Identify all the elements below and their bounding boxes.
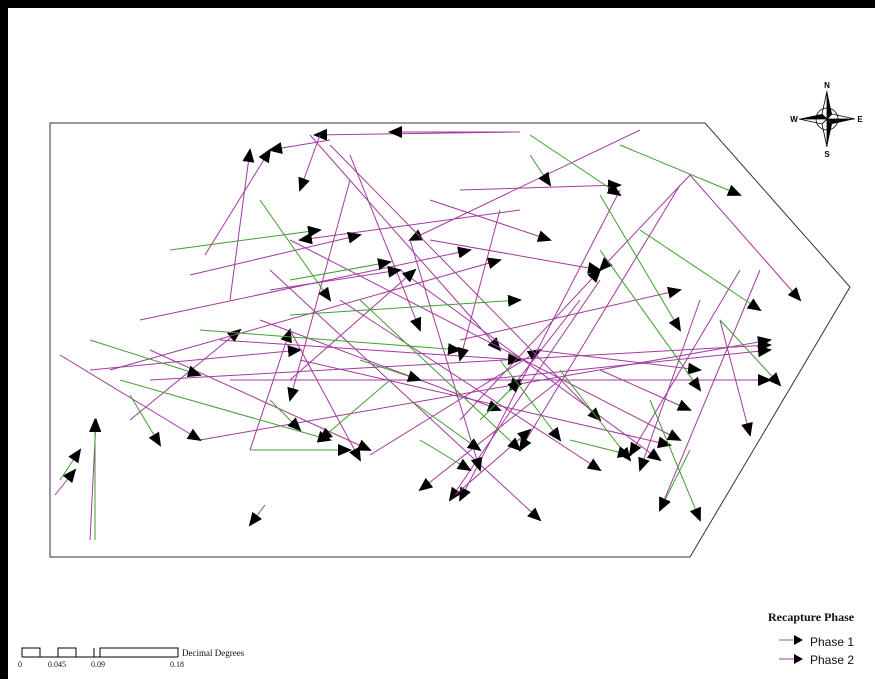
phase2-movement-arrow <box>518 184 681 452</box>
phase2-movement-arrow <box>199 336 772 441</box>
scale-unit-label: Decimal Degrees <box>182 648 245 658</box>
phase1-movement-arrow <box>359 299 522 452</box>
phase2-movement-arrow <box>309 134 502 352</box>
phase2-movement-arrow <box>349 154 422 332</box>
phase2-movement-arrow <box>459 189 621 502</box>
phase2-movement-arrow <box>659 269 761 512</box>
south-label: S <box>824 150 830 159</box>
phase1-movement-arrow <box>719 319 782 387</box>
phase2-movement-arrow <box>598 174 691 272</box>
legend-phase2-arrowhead <box>794 654 803 664</box>
east-label: E <box>857 115 863 124</box>
phase1-movement-arrow <box>289 294 522 316</box>
scale-bar <box>21 647 179 658</box>
phase2-movement-arrow <box>329 144 602 422</box>
phase2-movement-arrow <box>289 329 361 462</box>
phase1-movement-lines <box>59 134 782 540</box>
phase1-movement-arrow <box>659 449 691 512</box>
phase2-movement-arrow <box>269 269 542 522</box>
phase2-movement-arrow <box>204 148 272 256</box>
legend-label: Phase 2 <box>810 653 855 667</box>
phase2-movement-arrow <box>459 179 622 192</box>
phase2-movement-lines <box>54 126 802 541</box>
phase1-movement-arrow <box>318 379 391 442</box>
phase2-movement-arrow <box>409 239 483 472</box>
phase2-movement-arrow <box>109 257 502 371</box>
phase2-movement-arrow <box>429 239 602 274</box>
phase2-movement-arrow <box>408 129 641 241</box>
phase1-movement-arrow <box>129 394 162 447</box>
phase2-movement-arrow <box>369 348 542 456</box>
phase2-movement-arrow <box>457 209 501 362</box>
phase2-movement-arrow <box>339 299 602 472</box>
north-label: N <box>824 81 830 90</box>
phase1-movement-arrow <box>419 439 472 472</box>
phase1-movement-arrow <box>59 448 82 481</box>
phase1-movement-arrow <box>289 258 392 281</box>
phase2-movement-arrow <box>59 354 202 442</box>
legend: Recapture Phase Phase 1 Phase 2 <box>768 610 873 672</box>
compass-rose-icon: N S E W <box>790 81 863 159</box>
phase2-movement-arrow <box>149 339 772 381</box>
phase2-movement-arrow <box>459 286 682 341</box>
legend-swatches <box>779 635 803 664</box>
phase1-movement-arrow <box>529 154 552 187</box>
phase1-movement-arrow <box>599 194 682 332</box>
phase2-movement-arrow <box>219 339 522 366</box>
phase1-movement-arrow <box>259 199 332 302</box>
phase2-movement-arrow <box>418 379 561 492</box>
phase2-movement-arrow <box>54 468 77 496</box>
phase1-movement-arrow <box>599 249 702 392</box>
legend-phase1-arrowhead <box>794 635 803 645</box>
study-area-boundary <box>49 122 851 558</box>
scale-tick-label: 0 <box>18 660 22 669</box>
phase1-movement-arrow <box>499 359 562 442</box>
phase1-movement-arrow <box>89 339 202 378</box>
phase2-movement-arrow <box>287 179 351 402</box>
phase2-movement-arrow <box>229 148 255 301</box>
scale-tick-label: 0.09 <box>91 660 105 669</box>
west-label: W <box>790 115 798 124</box>
phase1-movement-arrow <box>479 378 522 421</box>
phase1-movement-arrow <box>269 399 302 432</box>
phase2-movement-arrow <box>289 268 417 381</box>
phase2-movement-arrow <box>259 319 502 412</box>
phase2-movement-arrow <box>638 299 701 472</box>
phase2-movement-arrow <box>289 239 682 441</box>
phase2-movement-arrow <box>299 359 672 449</box>
legend-title: Recapture Phase <box>768 610 855 624</box>
phase1-movement-arrow <box>359 359 422 382</box>
phase2-movement-arrow <box>689 174 802 302</box>
phase1-movement-arrow <box>559 369 632 462</box>
phase2-movement-arrow <box>298 134 321 192</box>
phase1-movement-arrow <box>409 399 482 452</box>
legend-label: Phase 1 <box>810 635 855 649</box>
phase2-movement-arrow <box>479 345 772 381</box>
phase1-movement-arrow <box>619 144 742 196</box>
phase2-movement-arrow <box>269 265 402 291</box>
scale-tick-label: 0.18 <box>170 660 184 669</box>
phase1-movement-arrow <box>529 134 622 197</box>
phase2-movement-arrow <box>534 349 702 375</box>
phase2-movement-arrow <box>719 319 753 437</box>
phase2-movement-arrow <box>248 504 266 527</box>
phase1-movement-arrow <box>169 225 322 251</box>
phase2-movement-arrow <box>89 345 302 371</box>
phase2-movement-arrow <box>268 139 331 154</box>
phase2-movement-arrow <box>298 209 521 245</box>
phase2-movement-arrow <box>459 268 602 421</box>
phase1-movement-arrow <box>199 329 462 356</box>
phase2-movement-arrow <box>149 349 372 451</box>
phase2-movement-arrow <box>249 328 292 451</box>
phase2-movement-arrow <box>129 328 242 421</box>
phase2-movement-arrow <box>189 231 362 276</box>
phase1-movement-arrow <box>639 229 762 312</box>
phase1-movement-arrow <box>569 439 632 458</box>
scale-tick-label: 0.045 <box>48 660 66 669</box>
phase2-movement-arrow <box>599 369 692 411</box>
phase1-movement-arrow <box>649 399 701 522</box>
phase2-movement-arrow <box>429 199 552 242</box>
